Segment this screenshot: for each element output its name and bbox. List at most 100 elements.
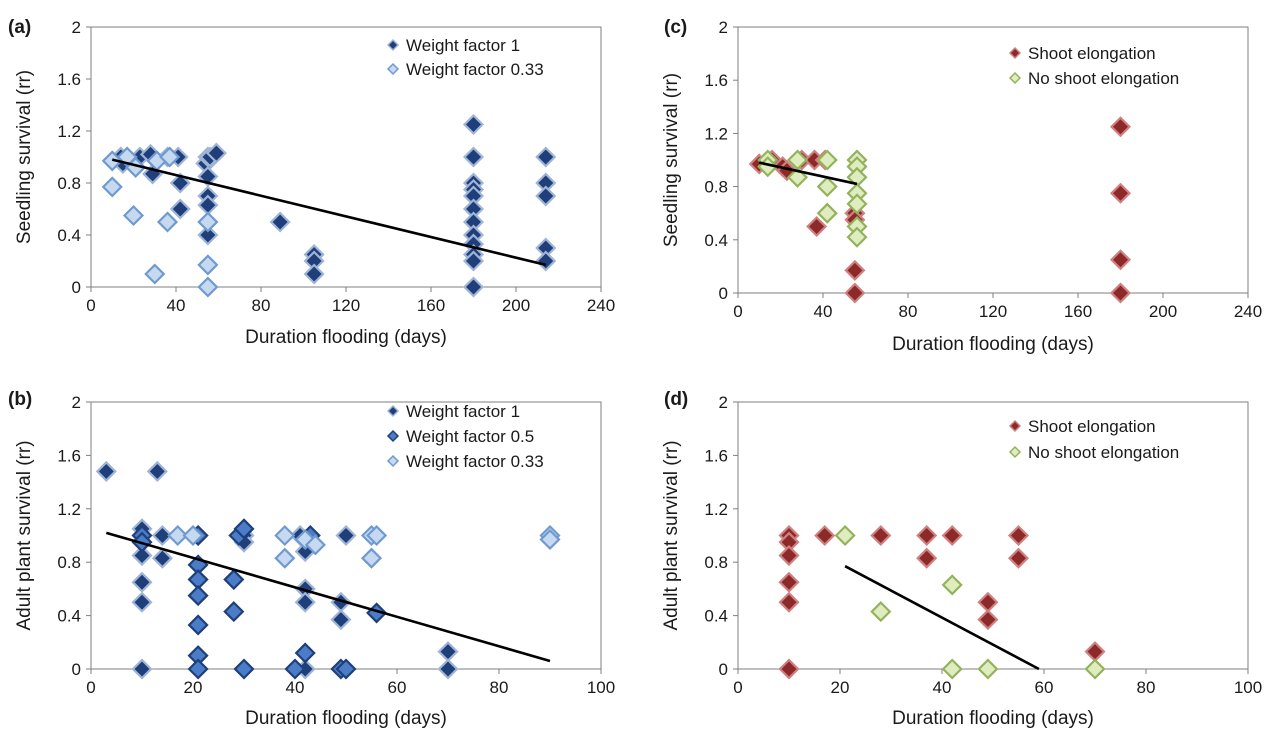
data-point xyxy=(294,591,316,613)
data-point xyxy=(834,524,856,547)
data-point xyxy=(187,585,209,607)
legend-marker xyxy=(386,38,400,52)
data-point xyxy=(330,609,352,631)
data-point xyxy=(535,185,557,207)
data-point xyxy=(1109,182,1132,204)
data-point xyxy=(462,113,485,136)
legend-marker xyxy=(1008,419,1022,433)
panel-label: (d) xyxy=(664,389,688,410)
data-point xyxy=(366,524,388,547)
y-tick-label: 1.2 xyxy=(57,122,81,141)
x-tick-label: 0 xyxy=(86,678,95,697)
x-tick-label: 60 xyxy=(388,678,407,697)
data-point xyxy=(187,614,209,636)
y-tick-label: 0 xyxy=(719,284,728,303)
data-point xyxy=(131,544,153,567)
panel-label: (a) xyxy=(8,17,31,38)
x-tick-label: 40 xyxy=(286,678,305,697)
data-point xyxy=(778,544,800,567)
data-point xyxy=(197,224,219,246)
data-point xyxy=(151,547,173,569)
x-tick-label: 20 xyxy=(184,678,203,697)
x-tick-label: 200 xyxy=(1149,302,1177,321)
data-point xyxy=(977,609,999,631)
panel-label: (c) xyxy=(664,17,687,38)
data-point xyxy=(816,149,838,171)
legend-label: No shoot elongation xyxy=(1028,443,1179,462)
data-point xyxy=(269,211,291,233)
data-point xyxy=(304,534,326,556)
y-tick-label: 1.2 xyxy=(57,500,81,519)
data-point xyxy=(122,204,145,227)
data-point xyxy=(816,202,838,224)
y-tick-label: 0 xyxy=(72,660,81,679)
x-tick-label: 0 xyxy=(733,302,742,321)
data-point xyxy=(197,211,219,233)
x-tick-label: 0 xyxy=(86,296,95,315)
y-tick-label: 0.4 xyxy=(704,607,728,626)
y-tick-label: 1.2 xyxy=(704,500,728,519)
data-point xyxy=(977,658,999,680)
x-tick-label: 40 xyxy=(933,678,952,697)
legend-marker xyxy=(386,454,400,468)
y-tick-label: 0.4 xyxy=(704,231,728,250)
x-axis-title: Duration flooding (days) xyxy=(892,708,1094,729)
data-point xyxy=(844,259,866,281)
y-tick-label: 0.8 xyxy=(704,553,728,572)
data-point xyxy=(462,276,485,298)
x-tick-label: 160 xyxy=(1064,302,1092,321)
data-point xyxy=(182,524,204,547)
data-point xyxy=(844,282,866,304)
x-tick-label: 40 xyxy=(814,302,833,321)
panel-label: (b) xyxy=(8,389,32,410)
data-point xyxy=(131,591,153,613)
data-point xyxy=(1109,116,1132,138)
x-tick-label: 20 xyxy=(831,678,850,697)
data-point xyxy=(197,276,219,298)
y-tick-label: 0.4 xyxy=(57,226,81,245)
data-point xyxy=(870,601,892,623)
x-tick-label: 240 xyxy=(1234,302,1262,321)
data-point xyxy=(1109,249,1132,271)
y-tick-label: 1.6 xyxy=(57,446,81,465)
data-point xyxy=(437,658,459,680)
data-point xyxy=(1084,658,1106,680)
data-point xyxy=(778,571,800,593)
trendline xyxy=(105,531,551,663)
data-point xyxy=(205,142,227,164)
x-tick-label: 120 xyxy=(332,296,360,315)
data-point xyxy=(846,226,868,248)
x-axis-title: Duration flooding (days) xyxy=(892,334,1094,355)
data-point xyxy=(169,198,191,220)
data-point xyxy=(131,571,153,593)
data-point xyxy=(916,524,938,547)
x-tick-label: 40 xyxy=(167,296,186,315)
data-point xyxy=(941,658,963,680)
y-axis-title: Seedling survival (rr) xyxy=(661,73,682,247)
x-tick-label: 80 xyxy=(252,296,271,315)
legend-marker xyxy=(386,404,400,418)
chart-panel-c: (c) 0 0.4 0.8 1.2 1.6 2 0 40 80 120 160 200 240 Durati… xyxy=(661,17,1262,355)
x-tick-label: 200 xyxy=(502,296,530,315)
data-point xyxy=(335,524,357,547)
y-tick-label: 2 xyxy=(719,18,728,37)
y-axis-title: Adult plant survival (rr) xyxy=(14,440,35,630)
legend-label: Weight factor 1 xyxy=(406,402,520,421)
data-point xyxy=(274,524,296,547)
x-tick-label: 240 xyxy=(587,296,615,315)
data-point xyxy=(778,591,800,613)
data-point xyxy=(233,658,255,680)
data-point xyxy=(539,528,561,551)
x-axis-title: Duration flooding (days) xyxy=(245,708,447,729)
data-point xyxy=(462,146,485,168)
data-point xyxy=(462,250,485,272)
y-axis-title: Seedling survival (rr) xyxy=(14,70,35,244)
data-point xyxy=(187,658,209,680)
legend-label: Weight factor 0.5 xyxy=(406,427,534,446)
data-point xyxy=(806,215,828,238)
data-point xyxy=(360,547,383,569)
trendline xyxy=(758,161,858,186)
legend-marker xyxy=(386,62,400,76)
x-tick-label: 0 xyxy=(733,678,742,697)
